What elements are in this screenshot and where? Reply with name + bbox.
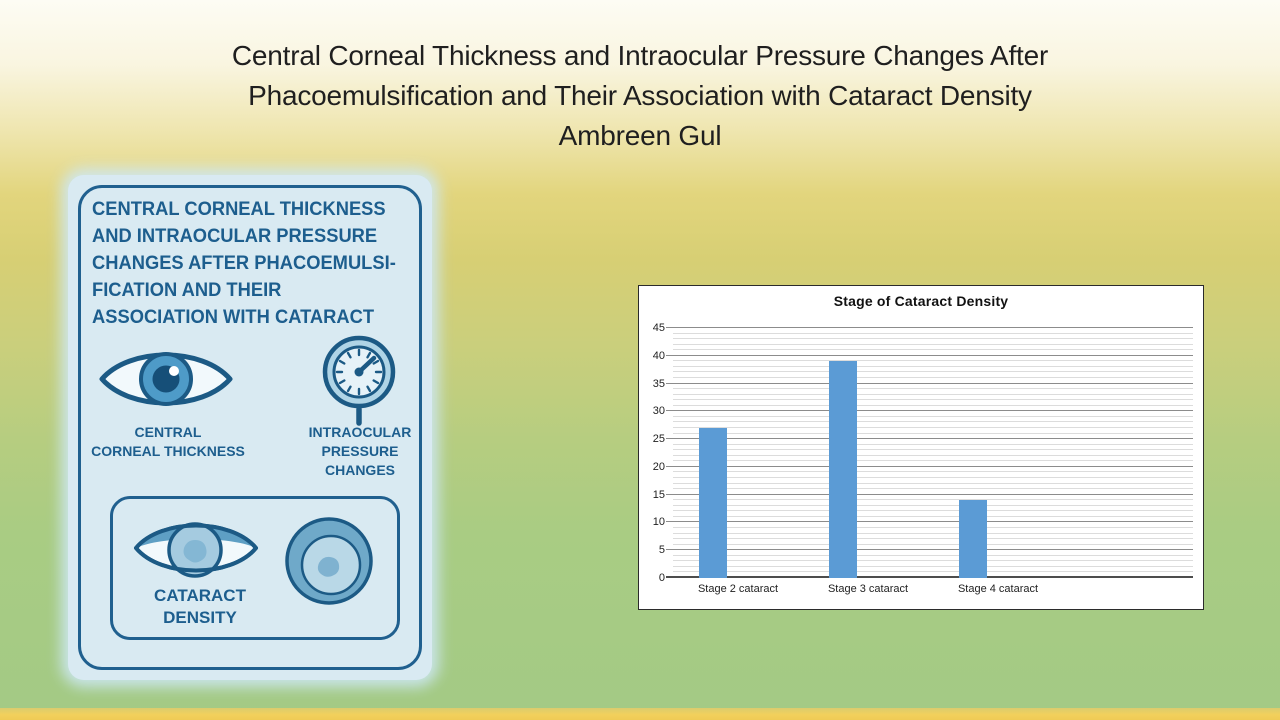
y-axis-tick-label: 15 <box>652 488 665 501</box>
y-axis-tick-label: 45 <box>652 322 665 334</box>
gridline-minor <box>673 360 1193 362</box>
x-axis-label: Stage 4 cataract <box>957 583 1039 595</box>
gridline-minor <box>673 349 1193 351</box>
gridline-minor <box>673 504 1193 506</box>
y-axis-tick-label: 30 <box>652 405 665 418</box>
gridline-minor <box>673 393 1193 395</box>
lens-opacity-blob <box>317 556 340 577</box>
title-block: Central Corneal Thickness and Intraocula… <box>110 36 1170 156</box>
gauge-tick-marks <box>335 348 383 396</box>
chart-plot-area <box>666 327 1193 578</box>
gridline-minor <box>673 415 1193 417</box>
slide-author: Ambreen Gul <box>558 120 722 151</box>
gridline-major <box>666 382 1193 384</box>
y-axis-tick-label: 40 <box>652 349 665 362</box>
gridline-minor <box>673 543 1193 545</box>
gridline-minor <box>673 343 1193 345</box>
gridline-minor <box>673 477 1193 478</box>
y-axis-tick-label: 20 <box>652 460 665 473</box>
label-cataract-density: CATARACT DENSITY <box>154 586 246 627</box>
gridline-minor <box>673 427 1193 428</box>
label-central-corneal-thickness: CENTRAL CORNEAL THICKNESS <box>91 424 245 459</box>
label-intraocular-pressure-changes: INTRAOCULAR PRESSURE CHANGES <box>308 424 412 478</box>
gridline-minor <box>673 449 1193 451</box>
gridline-major <box>666 438 1193 440</box>
gridline-major <box>666 465 1193 467</box>
infographic-panel: CENTRAL CORNEAL THICKNESS AND INTRAOCULA… <box>68 175 432 680</box>
chart-panel: Stage of Cataract Density 0 5 10 15 20 25 30 35… <box>638 285 1204 610</box>
y-axis-tick-label: 0 <box>658 572 665 584</box>
cataract-density-subpanel: CATARACT DENSITY <box>110 496 400 640</box>
gridline-minor <box>673 499 1193 501</box>
gridline-minor <box>673 338 1193 340</box>
y-axis-tick-label: 5 <box>658 544 665 557</box>
infographic-heading: CENTRAL CORNEAL THICKNESS AND INTRAOCULA… <box>92 198 396 328</box>
bar-stage-4-cataract <box>959 500 987 578</box>
x-axis-line <box>666 576 1193 578</box>
y-axis-tick-label: 10 <box>652 516 665 529</box>
gridline-major <box>666 521 1193 523</box>
gridline-minor <box>673 460 1193 462</box>
gridline-minor <box>673 365 1193 367</box>
slide-title: Central Corneal Thickness and Intraocula… <box>231 40 1049 111</box>
gridline-major <box>666 354 1193 356</box>
gridline-minor <box>673 421 1193 423</box>
gridline-minor <box>673 454 1193 456</box>
gridline-minor <box>673 388 1193 390</box>
gridline-minor <box>673 332 1193 334</box>
x-axis-label: Stage 2 cataract <box>697 583 779 595</box>
chart-x-axis: Stage 2 cataract Stage 3 cataract Stage 4 … <box>673 583 1193 603</box>
gridline-minor <box>673 488 1193 490</box>
eye-icon <box>99 352 233 406</box>
chart-y-axis: 0 5 10 15 20 25 30 35 40 45 <box>639 322 665 584</box>
lens-cross-section-icon <box>285 517 373 605</box>
gridline-minor <box>673 377 1193 378</box>
gridline-minor <box>673 532 1193 534</box>
gridline-minor <box>673 432 1193 434</box>
footer-accent-strip <box>0 708 1280 720</box>
bar-stage-3-cataract <box>829 361 857 578</box>
bar-stage-2-cataract <box>699 428 727 578</box>
gridline-minor <box>673 471 1193 473</box>
gridline-minor <box>673 571 1193 573</box>
gridline-major <box>666 327 1193 328</box>
gridline-minor <box>673 560 1193 562</box>
x-axis-label: Stage 3 cataract <box>827 583 909 595</box>
gridline-minor <box>673 510 1193 512</box>
gridline-major <box>666 549 1193 551</box>
gridline-minor <box>673 527 1193 528</box>
gridline-major <box>666 410 1193 412</box>
gridline-minor <box>673 565 1193 567</box>
gridline-minor <box>673 443 1193 445</box>
infographic-border <box>78 185 422 670</box>
y-axis-tick-label: 25 <box>652 433 665 446</box>
gridline-minor <box>673 515 1193 517</box>
gridline-major <box>666 493 1193 495</box>
gridline-minor <box>673 554 1193 556</box>
chart-title: Stage of Cataract Density <box>833 293 1009 309</box>
cataract-cloud-blob <box>183 540 207 563</box>
cataract-eye-icon <box>134 522 258 578</box>
gridline-minor <box>673 399 1193 401</box>
pressure-gauge-icon <box>322 335 396 426</box>
y-axis-tick-label: 35 <box>652 377 665 390</box>
gridline-minor <box>673 538 1193 540</box>
gridline-minor <box>673 371 1193 373</box>
gridline-minor <box>673 404 1193 406</box>
gridline-minor <box>673 482 1193 484</box>
